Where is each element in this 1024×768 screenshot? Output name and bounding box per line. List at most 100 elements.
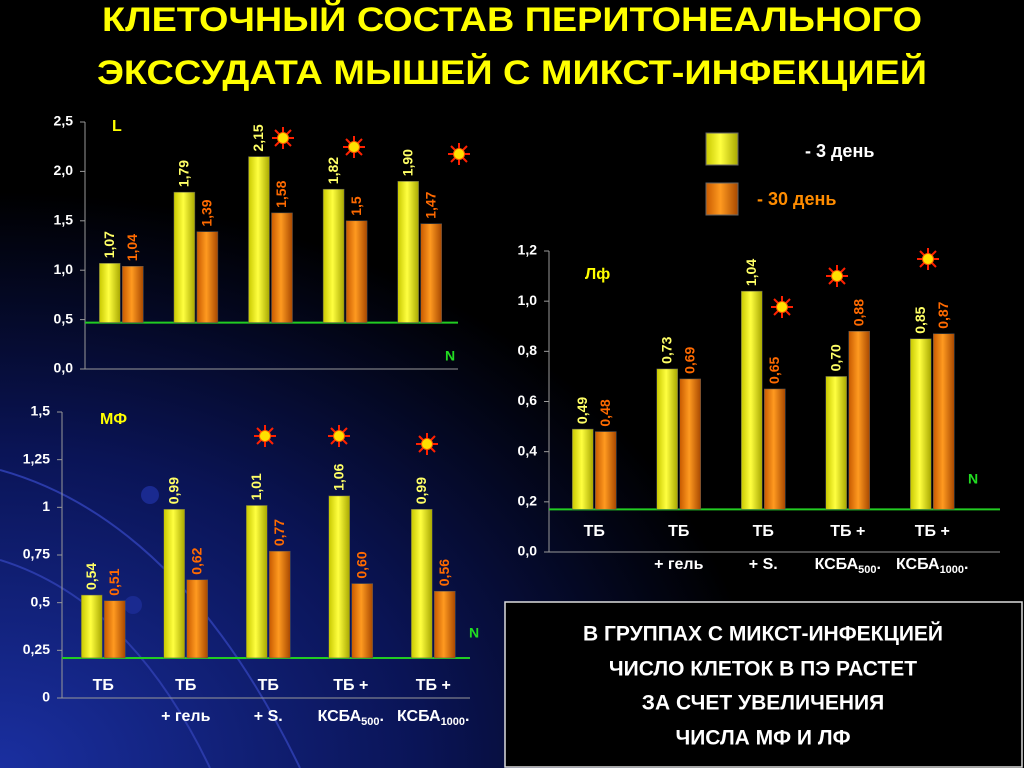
x-tick-label: ТБ + xyxy=(830,523,865,540)
bar xyxy=(104,600,126,659)
bar xyxy=(186,579,208,659)
decor-dot xyxy=(124,596,142,614)
bar xyxy=(741,290,763,510)
value-label: 1,58 xyxy=(273,180,289,207)
bar xyxy=(595,431,617,510)
norm-label: N xyxy=(469,625,479,641)
value-label: 0,77 xyxy=(271,519,287,546)
note-box xyxy=(504,601,1023,768)
y-tick-label: 0,2 xyxy=(518,493,538,509)
value-label: 0,70 xyxy=(827,344,843,371)
bar xyxy=(572,428,594,510)
y-tick-label: 0 xyxy=(42,689,50,705)
legend-label: - 3 день xyxy=(805,141,874,161)
bar xyxy=(345,220,368,323)
value-label: 0,88 xyxy=(850,299,866,326)
x-tick-label: + гель xyxy=(654,556,704,573)
value-label: 0,51 xyxy=(106,568,122,595)
bar xyxy=(122,265,144,323)
x-tick-label: ТБ + xyxy=(915,523,950,540)
x-tick-label: + S. xyxy=(749,556,778,573)
value-label: 1,04 xyxy=(124,234,140,261)
x-tick-label: ТБ xyxy=(175,677,196,694)
legend-label: - 30 день xyxy=(757,189,836,209)
x-tick-label: + S. xyxy=(254,708,283,725)
bar xyxy=(269,550,291,659)
bar xyxy=(434,590,456,659)
x-tick-label: ТБ + xyxy=(333,677,368,694)
y-tick-label: 0,5 xyxy=(54,310,74,326)
chart-label: МФ xyxy=(100,411,127,428)
x-tick-label: ТБ xyxy=(258,677,279,694)
y-tick-label: 0,0 xyxy=(54,360,74,376)
bar xyxy=(163,508,185,659)
bar xyxy=(910,338,932,510)
value-label: 0,62 xyxy=(188,547,204,574)
bar xyxy=(322,188,345,323)
bar xyxy=(656,368,678,510)
y-tick-label: 0,0 xyxy=(518,543,538,559)
value-label: 0,54 xyxy=(83,563,99,590)
bar xyxy=(99,263,121,323)
bar xyxy=(397,181,419,323)
y-tick-label: 0,4 xyxy=(518,442,538,458)
y-tick-label: 1,2 xyxy=(518,242,538,258)
title-line: КЛЕТОЧНЫЙ СОСТАВ ПЕРИТОНЕАЛЬНОГО xyxy=(102,0,922,39)
value-label: 0,48 xyxy=(597,399,613,426)
bar xyxy=(420,223,442,323)
legend-swatch xyxy=(705,132,739,166)
value-label: 1,47 xyxy=(422,191,438,218)
bar xyxy=(764,388,786,510)
bar xyxy=(81,594,103,659)
bar xyxy=(271,212,293,323)
chart-label: Лф xyxy=(585,266,610,283)
value-label: 1,39 xyxy=(199,199,215,226)
y-tick-label: 1,25 xyxy=(23,450,50,466)
bar xyxy=(173,191,196,323)
y-tick-label: 1,5 xyxy=(31,403,51,419)
value-label: 1,07 xyxy=(101,231,117,258)
value-label: 1,5 xyxy=(348,196,364,216)
y-tick-label: 1,5 xyxy=(54,212,74,228)
value-label: 0,49 xyxy=(574,397,590,424)
bar xyxy=(825,376,847,510)
bar xyxy=(411,508,433,659)
bar xyxy=(196,231,219,323)
x-tick-label: ТБ xyxy=(584,523,605,540)
value-label: 2,15 xyxy=(250,124,266,151)
note-line: ЧИСЛО КЛЕТОК В ПЭ РАСТЕТ xyxy=(609,658,917,681)
note-line: ЧИСЛА МФ И ЛФ xyxy=(675,727,850,750)
y-tick-label: 2,5 xyxy=(54,113,74,129)
x-tick-label: ТБ xyxy=(753,523,774,540)
x-tick-label: КСБА1000. xyxy=(397,708,470,728)
y-tick-label: 1,0 xyxy=(518,292,538,308)
y-tick-label: 0,6 xyxy=(518,392,538,408)
value-label: 1,01 xyxy=(248,473,264,500)
value-label: 0,99 xyxy=(413,477,429,504)
x-tick-label: ТБ xyxy=(93,677,114,694)
value-label: 1,82 xyxy=(325,157,341,184)
bar xyxy=(848,331,870,510)
y-tick-label: 0,25 xyxy=(23,641,50,657)
value-label: 1,06 xyxy=(330,463,346,490)
y-tick-label: 2,0 xyxy=(54,162,74,178)
note-line: ЗА СЧЕТ УВЕЛИЧЕНИЯ xyxy=(642,692,884,715)
y-tick-label: 0,5 xyxy=(31,593,51,609)
value-label: 1,79 xyxy=(176,160,192,187)
value-label: 0,99 xyxy=(165,477,181,504)
y-tick-label: 1,0 xyxy=(54,261,74,277)
x-tick-label: ТБ xyxy=(668,523,689,540)
value-label: 0,87 xyxy=(935,301,951,328)
y-tick-label: 0,75 xyxy=(23,546,50,562)
x-tick-label: КСБА1000. xyxy=(896,556,969,576)
x-tick-label: КСБА500. xyxy=(318,708,384,728)
x-tick-label: ТБ + xyxy=(416,677,451,694)
chart-label: L xyxy=(112,118,122,135)
bar xyxy=(248,156,270,323)
norm-label: N xyxy=(968,471,978,487)
x-tick-label: КСБА500. xyxy=(815,556,881,576)
bar xyxy=(933,333,955,510)
value-label: 1,04 xyxy=(743,259,759,286)
y-tick-label: 1 xyxy=(42,498,50,514)
